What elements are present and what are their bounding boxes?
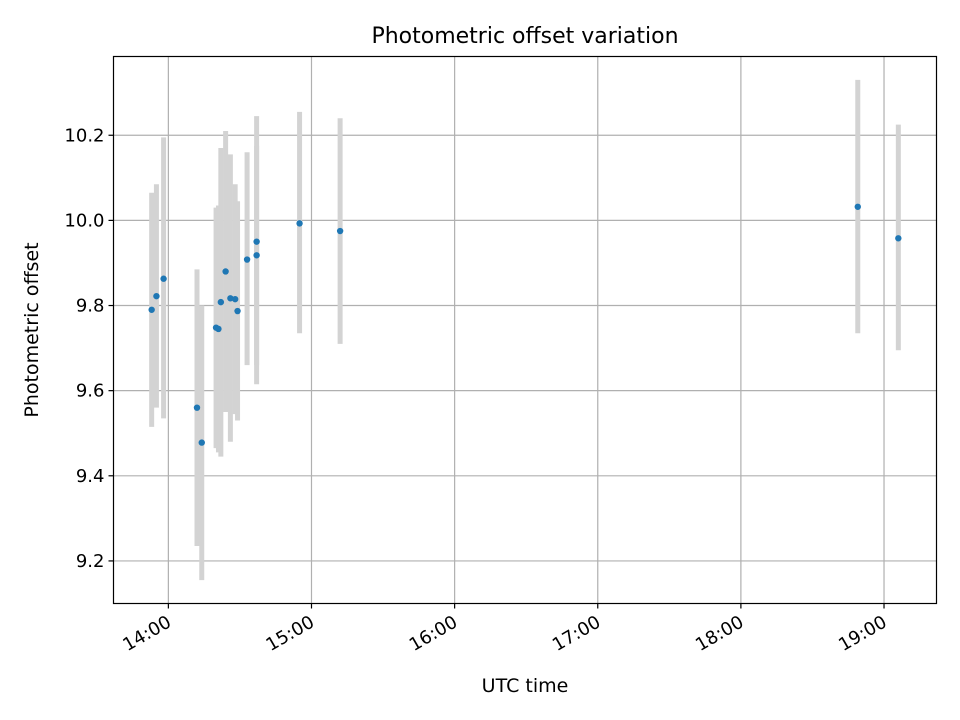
chart-title: Photometric offset variation [371, 24, 678, 49]
data-point [222, 268, 229, 275]
data-point [234, 307, 241, 315]
data-point [160, 275, 167, 282]
y-tick-label: 10.2 [64, 125, 104, 146]
plot-frame [112, 55, 938, 605]
data-point [336, 227, 344, 235]
data-point [296, 220, 303, 227]
y-axis: 9.2 9.4 9.6 9.8 10.0 10.2 [64, 125, 114, 572]
data-point [153, 292, 160, 300]
data-point [227, 295, 234, 302]
data-point [215, 325, 222, 333]
x-axis-label: UTC time [482, 675, 569, 697]
data-point [854, 203, 861, 210]
y-tick-label: 9.2 [76, 551, 105, 572]
data-points [148, 203, 902, 446]
data-point [217, 298, 225, 306]
data-point [253, 238, 260, 245]
data-point [193, 404, 201, 411]
y-tick-label: 9.6 [76, 381, 105, 402]
y-tick-label: 10.0 [64, 210, 104, 231]
data-point [253, 252, 260, 259]
grid [113, 56, 937, 604]
y-tick-label: 9.4 [76, 466, 105, 487]
y-axis-label: Photometric offset [21, 242, 43, 417]
data-point [148, 306, 155, 313]
data-point [198, 439, 205, 446]
data-point [243, 256, 251, 263]
data-point [231, 295, 239, 303]
y-tick-label: 9.8 [76, 296, 105, 317]
data-point [895, 235, 902, 242]
